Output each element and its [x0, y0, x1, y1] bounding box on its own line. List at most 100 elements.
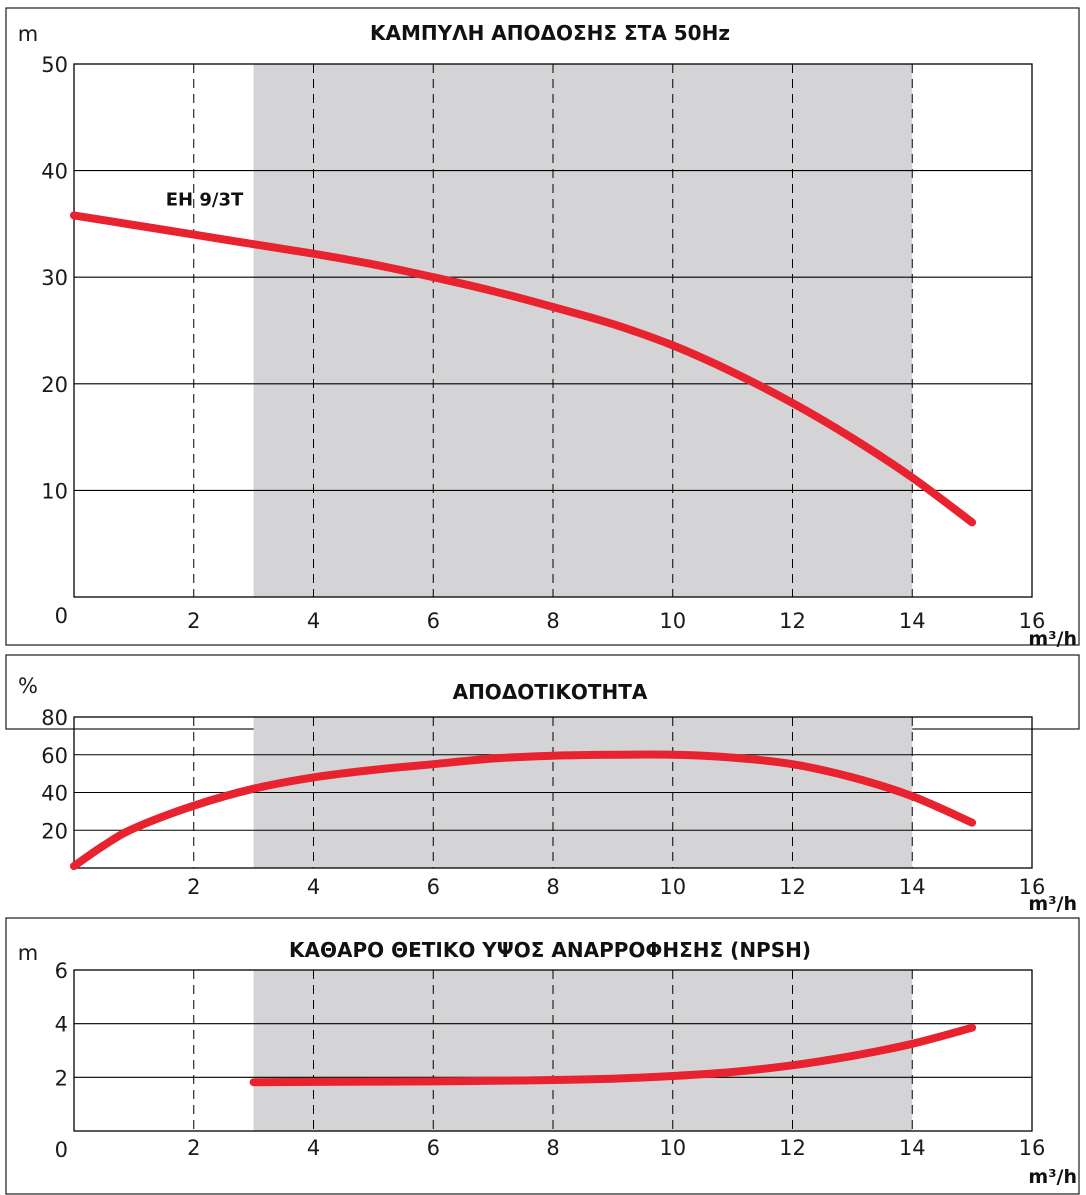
data-point	[431, 762, 435, 766]
x-tick-label: 2	[187, 875, 200, 899]
data-point	[850, 775, 854, 779]
data-point	[371, 768, 375, 772]
operating-range-band	[253, 970, 913, 1131]
chart-panel-1: 0 10 20 30 40 50 2 4 6 8 10 12 14 16 m ΚΑΜΠΥΛΗ ΑΠΟΔΟΣΗΣ…	[5, 7, 1080, 650]
x-tick-label: 8	[546, 609, 559, 633]
y-tick-label: 30	[41, 266, 68, 290]
x-tick-label: 16	[1019, 1136, 1046, 1160]
x-tick-label: 16	[1019, 875, 1046, 899]
y-tick-label: 6	[55, 959, 68, 983]
data-point	[72, 213, 76, 217]
data-point	[102, 843, 106, 847]
data-point	[910, 476, 914, 480]
x-tick-label: 16	[1019, 609, 1046, 633]
data-point	[671, 1074, 675, 1078]
data-point	[910, 794, 914, 798]
x-tick-label: 14	[899, 875, 926, 899]
data-point	[611, 1077, 615, 1081]
y-tick-label: 4	[55, 1013, 68, 1037]
chart-title: ΑΠΟΔΟΤΙΚΟΤΗΤΑ	[453, 680, 648, 704]
data-point	[791, 762, 794, 766]
x-tick-label: 6	[427, 875, 440, 899]
data-point	[371, 262, 375, 266]
data-point	[312, 252, 315, 256]
curve-label: EH 9/3T	[166, 189, 244, 210]
data-point	[731, 370, 735, 374]
x-tick-label: 2	[187, 1136, 200, 1160]
data-point	[252, 787, 256, 791]
data-point	[431, 275, 435, 279]
x-tick-label: 14	[899, 1136, 926, 1160]
y-tick-label: 20	[41, 819, 68, 843]
y-axis-unit: m	[18, 941, 38, 965]
data-point	[910, 1042, 914, 1046]
data-point	[371, 1080, 375, 1084]
x-tick-label: 10	[659, 875, 686, 899]
y-tick-label: 40	[41, 782, 68, 806]
y-tick-label: 50	[41, 53, 68, 77]
data-point	[970, 520, 974, 524]
y-tick-label: 0	[55, 1138, 68, 1162]
plot-area-frame	[73, 63, 1033, 598]
data-point	[850, 436, 854, 440]
y-tick-label: 60	[41, 744, 68, 768]
x-tick-label: 2	[187, 609, 200, 633]
x-tick-label: 4	[307, 1136, 320, 1160]
data-point	[132, 826, 136, 830]
x-axis-unit: m³/h	[1028, 893, 1077, 915]
x-tick-label: 6	[427, 609, 440, 633]
data-point	[731, 756, 735, 760]
plot-area-frame	[73, 716, 1033, 869]
x-tick-label: 12	[779, 609, 806, 633]
x-axis-unit: m³/h	[1028, 1166, 1077, 1188]
x-tick-label: 10	[659, 1136, 686, 1160]
x-tick-label: 6	[427, 1136, 440, 1160]
x-tick-label: 12	[779, 1136, 806, 1160]
data-point	[970, 821, 974, 825]
data-point	[312, 1080, 315, 1084]
data-point	[731, 1070, 735, 1074]
panel-border	[5, 917, 1080, 1195]
y-axis-unit: %	[18, 674, 38, 698]
x-tick-label: 12	[779, 875, 806, 899]
y-tick-label: 2	[55, 1066, 68, 1090]
chart-title: ΚΑΘΑΡΟ ΘΕΤΙΚΟ ΥΨΟΣ ΑΝΑΡΡΟΦΗΣΗΣ (NPSH)	[289, 938, 811, 962]
data-point	[491, 1079, 495, 1083]
x-tick-label: 8	[546, 1136, 559, 1160]
x-tick-label: 14	[899, 609, 926, 633]
x-tick-label: 4	[307, 875, 320, 899]
data-point	[132, 223, 136, 227]
data-point	[551, 1078, 555, 1082]
operating-range-band	[253, 64, 913, 597]
data-point	[611, 753, 615, 757]
y-tick-label: 20	[41, 373, 68, 397]
data-point	[312, 775, 315, 779]
data-point	[671, 343, 675, 347]
data-point	[611, 322, 615, 326]
data-point	[491, 757, 495, 761]
data-point	[791, 1063, 794, 1067]
chart-panel-3: 0 2 4 6 2 4 6 8 10 12 14 16 m ΚΑΘΑΡΟ ΘΕΤΙΚΟ ΥΨΟΣ ΑΝΑΡ…	[5, 917, 1080, 1195]
data-point	[850, 1054, 854, 1058]
x-tick-label: 8	[546, 875, 559, 899]
data-point	[431, 1079, 435, 1083]
y-axis-unit: m	[18, 22, 38, 46]
y-tick-label: 10	[41, 479, 68, 503]
data-point	[72, 864, 76, 868]
x-axis-unit: m³/h	[1028, 628, 1077, 650]
data-point	[671, 753, 675, 757]
x-tick-label: 10	[659, 609, 686, 633]
y-tick-label: 40	[41, 160, 68, 184]
panel-border	[5, 7, 1080, 646]
data-point	[192, 804, 196, 808]
data-point	[551, 754, 555, 758]
data-point	[551, 305, 555, 309]
plot-area-frame	[73, 969, 1033, 1132]
x-tick-label: 4	[307, 609, 320, 633]
performance-curve	[70, 211, 977, 527]
data-point	[491, 289, 495, 293]
data-point	[192, 233, 196, 237]
y-tick-label: 80	[41, 706, 68, 730]
data-point	[252, 242, 256, 246]
